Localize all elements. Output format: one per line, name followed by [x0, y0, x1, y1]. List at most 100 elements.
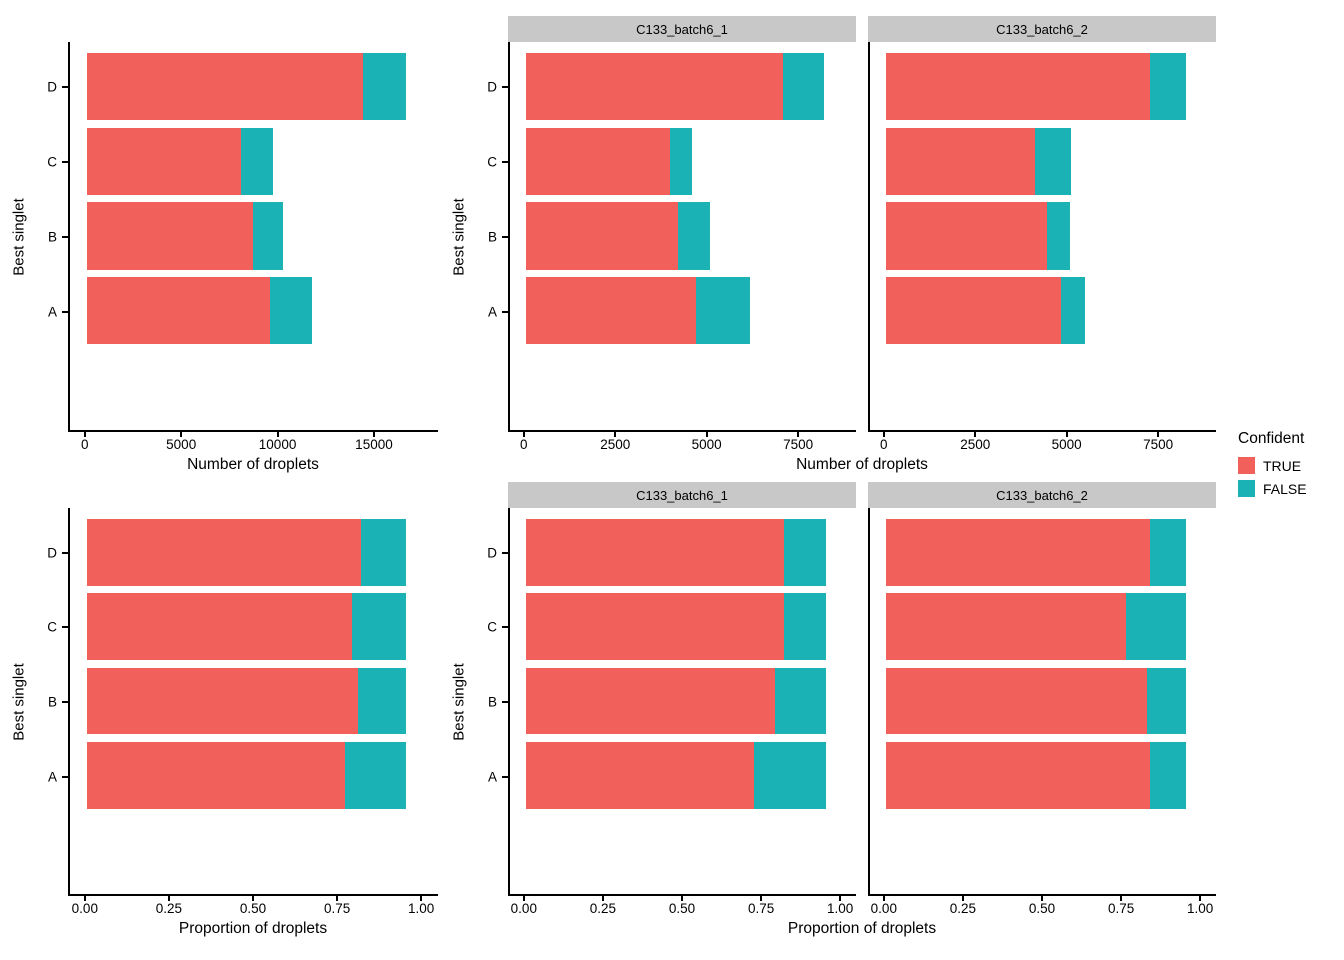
bar-segment-false-C — [1125, 593, 1186, 661]
bar-segment-true-D — [525, 519, 784, 586]
bar-segment-true-C — [885, 593, 1126, 661]
stacked-bar-D — [525, 53, 856, 121]
y-tick-mark-C — [62, 161, 68, 163]
stacked-bar-D — [86, 53, 438, 121]
facet-panel-C133_batch6_2: C133_batch6_2 0 2500 5000 7500 — [868, 16, 1216, 452]
y-tick-mark-B — [62, 236, 68, 238]
y-tick-label-A: A — [487, 768, 497, 784]
y-tick-mark-D — [62, 551, 68, 554]
stacked-bar-A — [86, 741, 438, 809]
x-axis-title: Number of droplets — [796, 456, 928, 473]
x-tick-label: 7500 — [783, 437, 814, 452]
y-tick-label-B: B — [47, 694, 57, 710]
bar-segment-false-B — [774, 667, 826, 735]
x-tick-label: 1.00 — [1187, 901, 1214, 916]
x-tick-mark — [167, 896, 170, 901]
x-tick-label: 0.00 — [870, 901, 897, 916]
y-tick-mark-D — [502, 551, 508, 554]
facet-panel-C133_batch6_1: C133_batch6_1 0 2500 5000 7500 — [508, 16, 856, 452]
x-tick-mark — [276, 432, 279, 437]
y-tick-label-D: D — [487, 79, 497, 95]
y-tick-label-D: D — [47, 545, 57, 561]
facet-strip: C133_batch6_2 — [868, 16, 1216, 42]
y-tick-mark-D — [62, 86, 68, 88]
x-tick-label: 0 — [81, 437, 89, 452]
legend-swatch-true — [1238, 457, 1255, 474]
bar-segment-false-C — [351, 593, 407, 661]
y-axis-title: Best singlet — [450, 663, 468, 741]
x-tick-mark — [1199, 896, 1202, 901]
facet-strip-empty — [68, 482, 438, 508]
bar-segment-true-C — [86, 593, 352, 661]
bar-segment-false-C — [241, 127, 274, 195]
stacked-bar-A — [525, 741, 856, 809]
bar-segment-true-A — [86, 277, 270, 345]
x-tick-mark — [882, 896, 885, 901]
bar-segment-true-D — [885, 519, 1150, 586]
legend-entries: TRUE FALSE — [1238, 457, 1342, 497]
bar-segment-true-C — [86, 127, 242, 195]
y-tick-mark-C — [502, 626, 508, 629]
stacked-bar-C — [525, 127, 856, 195]
y-axis-title: Best singlet — [10, 663, 28, 741]
y-tick-mark-A — [62, 775, 68, 778]
y-tick-mark-D — [502, 86, 508, 88]
x-tick-label: 5000 — [166, 437, 197, 452]
x-tick-mark — [974, 432, 977, 437]
y-tick-label-C: C — [47, 619, 57, 635]
stacked-bar-A — [885, 277, 1216, 345]
bar-segment-false-D — [361, 519, 407, 586]
stacked-bar-A — [885, 741, 1216, 809]
x-tick-label: 5000 — [691, 437, 722, 452]
bar-segment-true-C — [525, 593, 784, 661]
y-axis-labels: D C B A — [470, 508, 508, 896]
bar-segment-true-D — [885, 53, 1150, 121]
x-tick-mark — [961, 896, 964, 901]
x-axis-ticks: 0.00 0.25 0.50 0.75 1.00 — [868, 896, 1216, 916]
x-tick-label: 0.00 — [510, 901, 537, 916]
x-tick-label: 0.75 — [1107, 901, 1135, 916]
y-tick-label-A: A — [47, 304, 57, 320]
bar-segment-true-B — [885, 202, 1048, 270]
y-tick-mark-A — [502, 310, 508, 313]
panel: 0.00 0.25 0.50 0.75 1.00 — [68, 482, 438, 916]
y-tick-label-B: B — [47, 229, 57, 245]
chart-proportions-overall: Best singlet D C B A 0.00 0.25 0.50 0.75 1.00 P… — [8, 482, 438, 942]
bar-segment-true-B — [885, 667, 1147, 735]
y-axis-labels: D C B A — [470, 42, 508, 432]
y-tick-label-C: C — [47, 154, 57, 170]
facet-panel-C133_batch6_2: C133_batch6_2 0.00 0.25 0.50 0.75 1.00 — [868, 482, 1216, 916]
x-axis-title: Proportion of droplets — [787, 920, 937, 937]
y-tick-label-C: C — [487, 619, 497, 635]
stacked-bar-B — [86, 667, 438, 735]
y-tick-label-A: A — [47, 768, 57, 784]
y-axis-labels: D C B A — [30, 42, 68, 432]
stacked-bar-D — [885, 53, 1216, 121]
bar-segment-true-B — [86, 667, 359, 735]
y-tick-mark-B — [502, 236, 508, 238]
x-tick-mark — [614, 432, 617, 437]
stacked-bar-C — [86, 593, 438, 661]
stacked-bar-B — [885, 202, 1216, 270]
plot-area — [868, 42, 1216, 432]
x-axis-ticks: 0.00 0.25 0.50 0.75 1.00 — [68, 896, 438, 916]
x-tick-label: 0.25 — [155, 901, 183, 916]
bar-segment-false-B — [358, 667, 407, 735]
facet-strip: C133_batch6_2 — [868, 482, 1216, 508]
bar-segment-true-A — [86, 741, 346, 809]
legend-title: Confident — [1238, 430, 1305, 447]
stacked-bar-D — [86, 519, 438, 586]
x-tick-label: 5000 — [1051, 437, 1082, 452]
y-tick-mark-A — [62, 310, 68, 313]
x-tick-label: 1.00 — [827, 901, 854, 916]
x-axis-title: Number of droplets — [187, 456, 319, 473]
x-tick-mark — [705, 432, 708, 437]
bar-segment-true-A — [525, 741, 754, 809]
bar-segment-true-A — [525, 277, 696, 345]
facet-strip-label: C133_batch6_2 — [996, 21, 1088, 37]
facet-strip-empty — [68, 16, 438, 42]
x-tick-label: 0.50 — [1028, 901, 1056, 916]
bar-segment-false-A — [1061, 277, 1086, 345]
legend: Confident TRUE FALSE — [1238, 430, 1342, 503]
